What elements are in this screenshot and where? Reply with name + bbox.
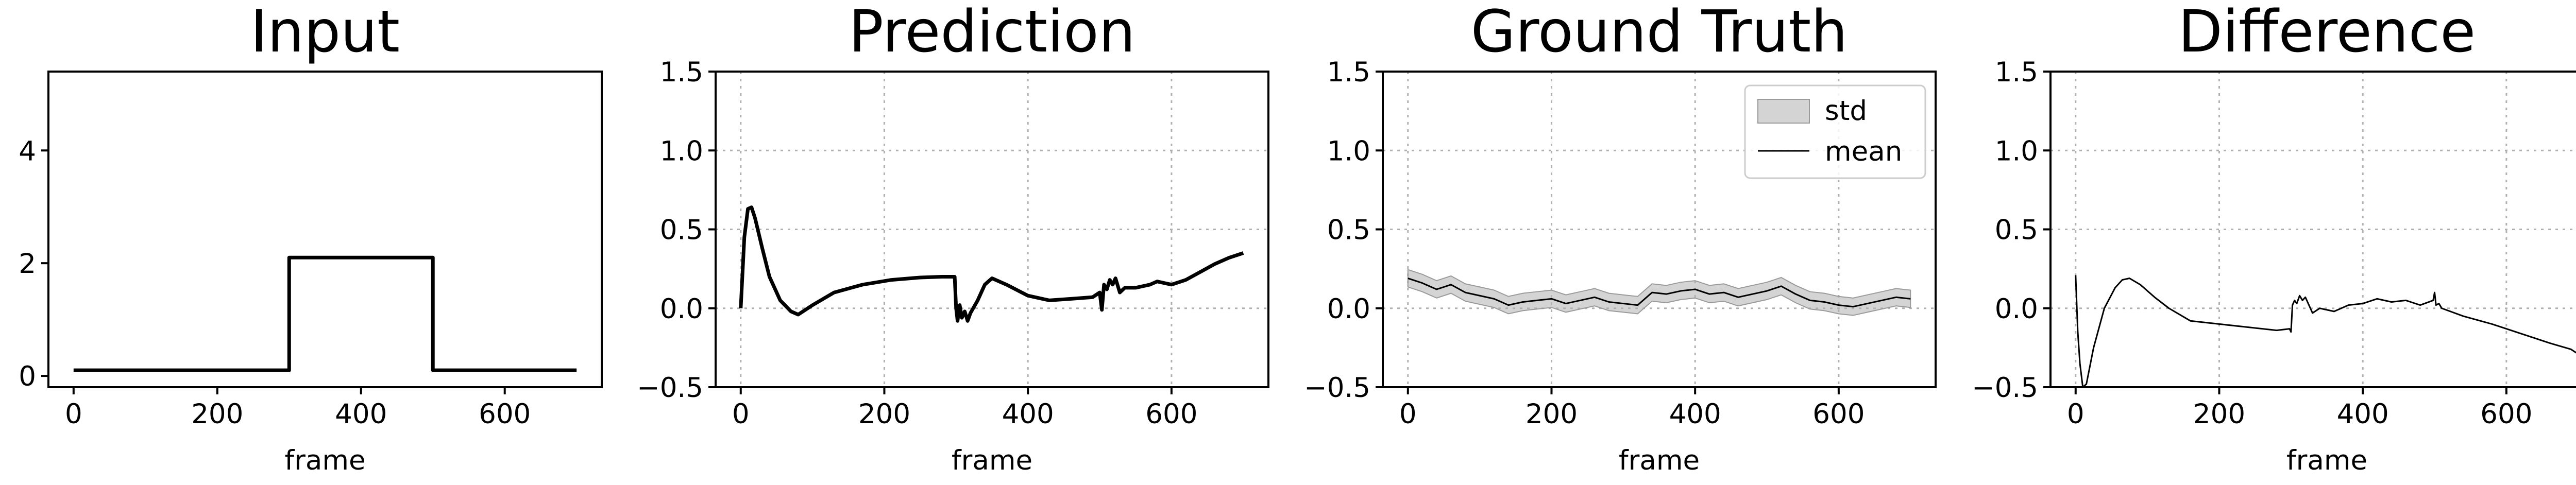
subplot-0: 0 200 400 600 0 2 4 Input frame (19, 0, 603, 476)
x-axis-label: frame (1619, 445, 1700, 476)
y-tick-label: −0.5 (637, 372, 703, 404)
x-tick-label: 600 (2480, 399, 2532, 430)
x-tick-label: 200 (1526, 399, 1578, 430)
y-tick-label: 0.0 (1995, 293, 2038, 325)
series-line-mean (1408, 278, 1911, 308)
y-tick-label: 1.5 (1995, 57, 2038, 88)
y-tick-label: 0.0 (660, 293, 703, 325)
y-tick-label: 2 (19, 248, 36, 280)
legend-label-mean: mean (1825, 136, 1902, 167)
axes-frame (47, 71, 603, 388)
x-tick-label: 400 (2337, 399, 2389, 430)
y-tick-label: 0.5 (1995, 215, 2038, 246)
y-tick-label: 1.5 (660, 57, 703, 88)
y-tick-label: 0.5 (1327, 215, 1370, 246)
x-tick-label: 0 (1399, 399, 1417, 430)
subplot-title: Prediction (849, 0, 1135, 65)
subplot-title: Input (250, 0, 400, 65)
y-tick-label: −0.5 (1304, 372, 1370, 404)
y-tick-label: 1.0 (660, 135, 703, 167)
series-line-0 (73, 255, 577, 372)
y-tick-label: 1.0 (1327, 135, 1370, 167)
x-tick-label: 0 (2067, 399, 2084, 430)
series-line-0 (739, 205, 1244, 323)
subplot-title: Difference (2178, 0, 2476, 65)
x-tick-label: 200 (858, 399, 910, 430)
y-tick-label: 0.5 (660, 215, 703, 246)
legend: std mean (1744, 84, 1926, 179)
std-band (1407, 269, 1911, 316)
x-axis-label: frame (952, 445, 1032, 476)
y-tick-label: 0.0 (1327, 293, 1370, 325)
x-tick-label: 600 (1812, 399, 1865, 430)
y-tick-label: −0.5 (1972, 372, 2038, 404)
x-axis-label: frame (2286, 445, 2367, 476)
x-tick-label: 600 (1145, 399, 1197, 430)
legend-std-swatch (1757, 99, 1810, 124)
x-tick-label: 600 (479, 399, 531, 430)
x-tick-label: 0 (732, 399, 750, 430)
x-axis-label: frame (284, 445, 365, 476)
x-tick-label: 200 (2193, 399, 2245, 430)
axes-frame (2049, 71, 2576, 388)
y-tick-label: 1.0 (1995, 135, 2038, 167)
subplot-3: 0 200 400 600 −0.5 0.0 0.5 1.0 1.5 Difference fram… (1972, 0, 2576, 476)
legend-label-std: std (1825, 95, 1867, 127)
x-tick-label: 200 (191, 399, 243, 430)
y-tick-label: 0 (19, 361, 36, 392)
y-tick-label: 1.5 (1327, 57, 1370, 88)
x-tick-label: 400 (1002, 399, 1054, 430)
subplot-1: 0 200 400 600 −0.5 0.0 0.5 1.0 1.5 Prediction fram… (637, 0, 1269, 476)
x-tick-label: 0 (65, 399, 82, 430)
x-tick-label: 400 (335, 399, 387, 430)
subplot-2: 0 200 400 600 −0.5 0.0 0.5 1.0 1.5 Ground Truth fr… (1304, 0, 1937, 476)
subplot-title: Ground Truth (1471, 0, 1848, 65)
x-tick-label: 400 (1669, 399, 1721, 430)
series-line-0 (2075, 275, 2576, 388)
y-tick-label: 4 (19, 135, 36, 167)
